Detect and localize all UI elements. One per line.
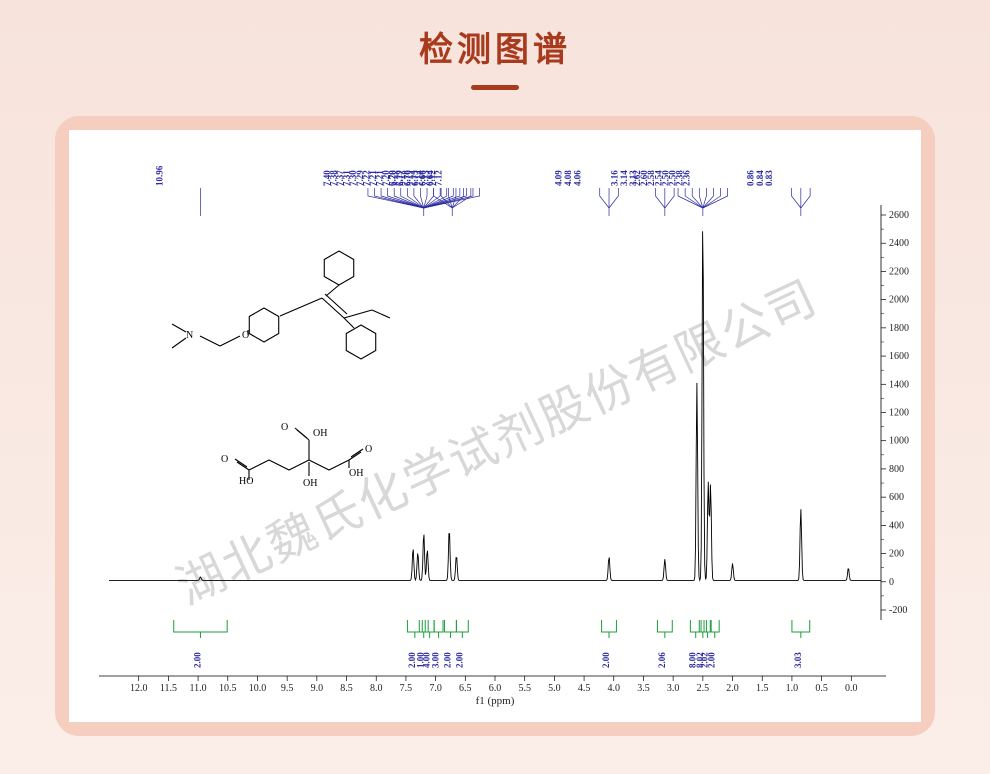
svg-text:8.5: 8.5 (340, 683, 353, 694)
svg-text:200: 200 (889, 549, 904, 560)
svg-text:0: 0 (889, 577, 894, 588)
svg-text:2.0: 2.0 (726, 683, 739, 694)
svg-text:6.0: 6.0 (489, 683, 502, 694)
svg-text:4.06: 4.06 (572, 170, 582, 186)
svg-text:12.0: 12.0 (130, 683, 148, 694)
svg-text:2.00: 2.00 (601, 652, 611, 668)
svg-text:5.0: 5.0 (548, 683, 561, 694)
svg-text:1000: 1000 (889, 436, 909, 447)
svg-text:OH: OH (303, 478, 317, 489)
svg-text:2.00: 2.00 (454, 652, 464, 668)
svg-text:0.5: 0.5 (815, 683, 828, 694)
svg-text:800: 800 (889, 464, 904, 475)
svg-text:1200: 1200 (889, 408, 909, 419)
svg-text:400: 400 (889, 520, 904, 531)
svg-text:3.03: 3.03 (793, 652, 803, 668)
svg-text:1.5: 1.5 (756, 683, 769, 694)
svg-text:11.0: 11.0 (190, 683, 207, 694)
svg-text:3.0: 3.0 (667, 683, 680, 694)
svg-text:OH: OH (313, 428, 327, 439)
svg-text:8.0: 8.0 (370, 683, 383, 694)
svg-text:6.5: 6.5 (459, 683, 472, 694)
svg-text:7.12: 7.12 (434, 170, 444, 186)
svg-text:600: 600 (889, 492, 904, 503)
svg-text:OH: OH (349, 468, 363, 479)
svg-text:HO: HO (239, 476, 253, 487)
svg-text:10.0: 10.0 (249, 683, 267, 694)
spectrum-panel-outer: 湖北魏氏化学试剂股份有限公司 -200020040060080010001200… (55, 116, 935, 736)
svg-text:7.5: 7.5 (400, 683, 413, 694)
svg-text:3.00: 3.00 (431, 652, 441, 668)
svg-text:4.0: 4.0 (608, 683, 621, 694)
svg-text:2.00: 2.00 (707, 652, 717, 668)
svg-text:7.0: 7.0 (429, 683, 442, 694)
svg-text:f1 (ppm): f1 (ppm) (476, 695, 515, 707)
svg-text:3.5: 3.5 (637, 683, 650, 694)
svg-text:10.96: 10.96 (154, 165, 164, 186)
svg-text:5.5: 5.5 (518, 683, 531, 694)
page-title: 检测图谱 (0, 0, 990, 71)
svg-text:9.5: 9.5 (281, 683, 294, 694)
svg-text:0.0: 0.0 (845, 683, 858, 694)
nmr-plot: -200 0 200 400 600 800 1000 1200 1400 1600 1800 200… (69, 130, 921, 722)
svg-text:N: N (186, 330, 193, 341)
svg-text:2400: 2400 (889, 238, 909, 249)
svg-text:6.64: 6.64 (425, 170, 435, 186)
svg-text:2.00: 2.00 (442, 652, 452, 668)
svg-text:-200: -200 (889, 605, 907, 616)
svg-text:11.5: 11.5 (160, 683, 177, 694)
svg-text:2.5: 2.5 (697, 683, 710, 694)
svg-text:9.0: 9.0 (311, 683, 324, 694)
svg-text:10.5: 10.5 (219, 683, 237, 694)
svg-text:O: O (281, 422, 288, 433)
spectrum-panel: 湖北魏氏化学试剂股份有限公司 -200020040060080010001200… (69, 130, 921, 722)
svg-text:1800: 1800 (889, 323, 909, 334)
svg-text:2.00: 2.00 (192, 652, 202, 668)
svg-text:2000: 2000 (889, 295, 909, 306)
svg-text:1.0: 1.0 (786, 683, 799, 694)
svg-text:0.83: 0.83 (764, 170, 774, 186)
svg-text:2.36: 2.36 (682, 170, 692, 186)
svg-text:1600: 1600 (889, 351, 909, 362)
svg-text:2.06: 2.06 (657, 652, 667, 668)
svg-text:2600: 2600 (889, 210, 909, 221)
svg-text:4.5: 4.5 (578, 683, 591, 694)
svg-text:2200: 2200 (889, 266, 909, 277)
title-underline (471, 85, 519, 90)
svg-text:1400: 1400 (889, 379, 909, 390)
svg-text:O: O (221, 454, 228, 465)
svg-text:O: O (365, 444, 372, 455)
